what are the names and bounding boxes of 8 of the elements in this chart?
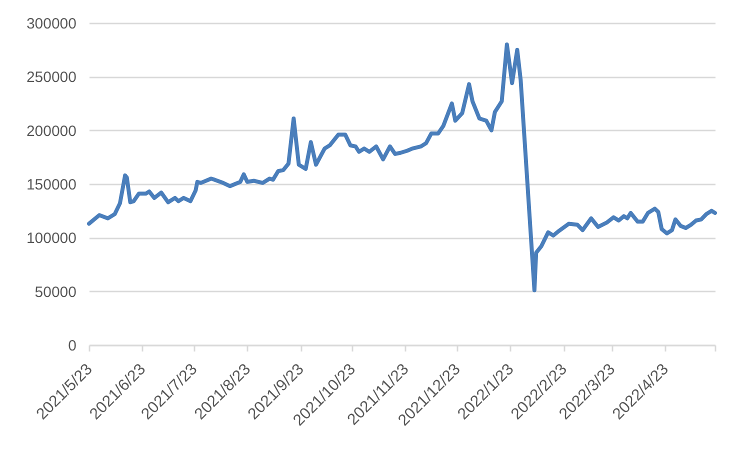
y-tick-label: 250000 [26,69,76,86]
y-tick-label: 100000 [26,230,76,248]
y-tick-label: 200000 [26,122,76,140]
y-tick-label: 0 [68,338,76,354]
y-tick-label: 150000 [26,176,76,194]
line-series [87,42,717,292]
y-tick-label: 50000 [34,284,76,301]
y-tick-label: 300000 [26,16,76,32]
